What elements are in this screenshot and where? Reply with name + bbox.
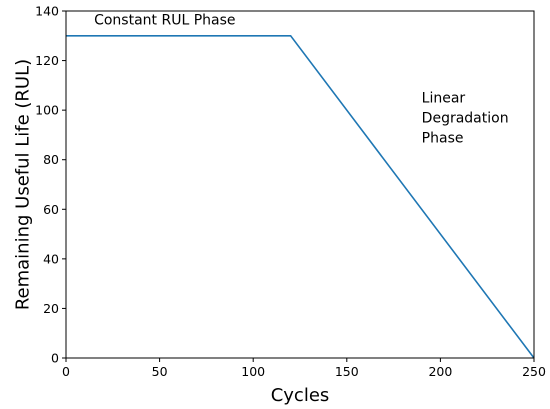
annotation-line: Linear (422, 91, 466, 107)
y-tick-label: 40 (43, 251, 59, 266)
x-tick-label: 100 (241, 364, 265, 379)
y-axis-label: Remaining Useful Life (RUL) (12, 59, 33, 310)
y-tick-label: 120 (35, 53, 59, 68)
x-tick-label: 150 (335, 364, 359, 379)
annotation-line: Phase (422, 131, 464, 147)
x-axis-ticks: 0 50 100 150 200 250 (62, 358, 546, 379)
y-tick-label: 60 (43, 202, 59, 217)
x-tick-label: 250 (522, 364, 546, 379)
plot-area (66, 34, 535, 359)
x-tick-label: 200 (428, 364, 452, 379)
annotation-text: Constant RUL Phase (94, 13, 235, 29)
y-axis-ticks: 0 20 40 60 80 100 120 140 (35, 4, 66, 366)
annotation-line: Degradation (422, 111, 509, 127)
rul-series-line (66, 34, 535, 359)
axes-frame (65, 10, 535, 359)
y-tick-label: 140 (35, 4, 59, 19)
y-tick-label: 0 (51, 351, 59, 366)
y-tick-label: 20 (43, 301, 59, 316)
x-tick-label: 50 (152, 364, 168, 379)
annotation-line: Constant RUL Phase (94, 13, 235, 29)
x-axis-label: Cycles (271, 385, 330, 406)
y-tick-label: 100 (35, 103, 59, 118)
y-tick-label: 80 (43, 152, 59, 167)
annotation-text: Linear Degradation Phase (422, 91, 509, 147)
x-tick-label: 0 (62, 364, 70, 379)
annotations: Constant RUL Phase Linear Degradation Phase (94, 13, 509, 147)
